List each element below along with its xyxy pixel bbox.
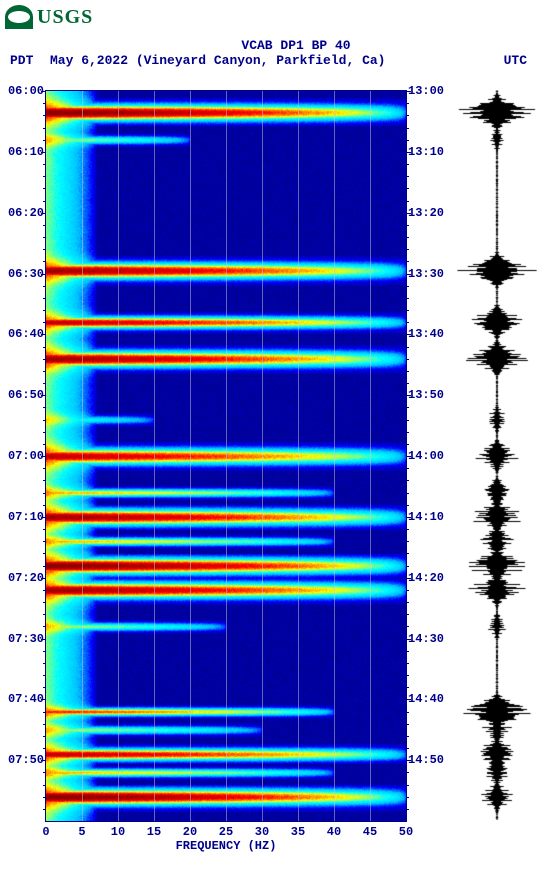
gridline-vertical — [118, 91, 119, 821]
y-tick-right-label: 14:40 — [408, 692, 446, 706]
y-tick-left-label: 06:20 — [6, 206, 44, 220]
gridline-vertical — [334, 91, 335, 821]
y-tick-left-label: 07:40 — [6, 692, 44, 706]
y-tick-left-label: 07:00 — [6, 449, 44, 463]
gridline-vertical — [262, 91, 263, 821]
y-tick-right-label: 14:20 — [408, 571, 446, 585]
usgs-logo: USGS — [5, 5, 93, 29]
y-tick-left-label: 06:50 — [6, 388, 44, 402]
y-tick-left-label: 07:30 — [6, 632, 44, 646]
tz-left-label: PDT — [10, 53, 33, 68]
gridline-vertical — [370, 91, 371, 821]
title-block: VCAB DP1 BP 40 PDT May 6,2022 (Vineyard … — [0, 38, 552, 68]
y-tick-right-label: 13:10 — [408, 145, 446, 159]
y-tick-left-label: 06:30 — [6, 267, 44, 281]
y-tick-right-label: 13:30 — [408, 267, 446, 281]
plot-subtitle: PDT May 6,2022 (Vineyard Canyon, Parkfie… — [0, 53, 552, 68]
gridline-vertical — [82, 91, 83, 821]
y-tick-left-label: 07:10 — [6, 510, 44, 524]
y-tick-left-label: 06:00 — [6, 84, 44, 98]
location-label: (Vineyard Canyon, Parkfield, Ca) — [136, 53, 386, 68]
x-tick-label: 30 — [255, 825, 269, 839]
gridline-vertical — [154, 91, 155, 821]
waveform-canvas — [457, 90, 537, 820]
x-tick-label: 10 — [111, 825, 125, 839]
waveform-panel — [457, 90, 537, 820]
y-tick-left-label: 07:50 — [6, 753, 44, 767]
x-tick-label: 0 — [42, 825, 49, 839]
y-tick-right-label: 14:00 — [408, 449, 446, 463]
tz-right-label: UTC — [504, 53, 527, 68]
date-label: May 6,2022 — [50, 53, 128, 68]
x-axis-label: FREQUENCY (HZ) — [176, 839, 277, 853]
y-tick-right-label: 13:50 — [408, 388, 446, 402]
y-tick-left-label: 06:40 — [6, 327, 44, 341]
y-tick-right-label: 14:10 — [408, 510, 446, 524]
logo-text: USGS — [37, 6, 93, 29]
y-tick-right-label: 13:00 — [408, 84, 446, 98]
x-tick-label: 45 — [363, 825, 377, 839]
gridline-vertical — [226, 91, 227, 821]
x-tick-label: 25 — [219, 825, 233, 839]
x-tick-label: 50 — [399, 825, 413, 839]
y-tick-left-label: 06:10 — [6, 145, 44, 159]
x-tick-label: 40 — [327, 825, 341, 839]
x-tick-label: 15 — [147, 825, 161, 839]
x-tick-label: 35 — [291, 825, 305, 839]
logo-swoosh-icon — [5, 5, 33, 29]
y-tick-right-label: 14:50 — [408, 753, 446, 767]
x-tick-label: 20 — [183, 825, 197, 839]
y-tick-right-label: 13:20 — [408, 206, 446, 220]
gridline-vertical — [190, 91, 191, 821]
y-tick-right-label: 13:40 — [408, 327, 446, 341]
x-tick-label: 5 — [78, 825, 85, 839]
spectrogram-plot: FREQUENCY (HZ) 0510152025303540455006:00… — [45, 90, 407, 822]
plot-title: VCAB DP1 BP 40 — [0, 38, 552, 53]
y-tick-right-label: 14:30 — [408, 632, 446, 646]
gridline-vertical — [298, 91, 299, 821]
y-tick-left-label: 07:20 — [6, 571, 44, 585]
